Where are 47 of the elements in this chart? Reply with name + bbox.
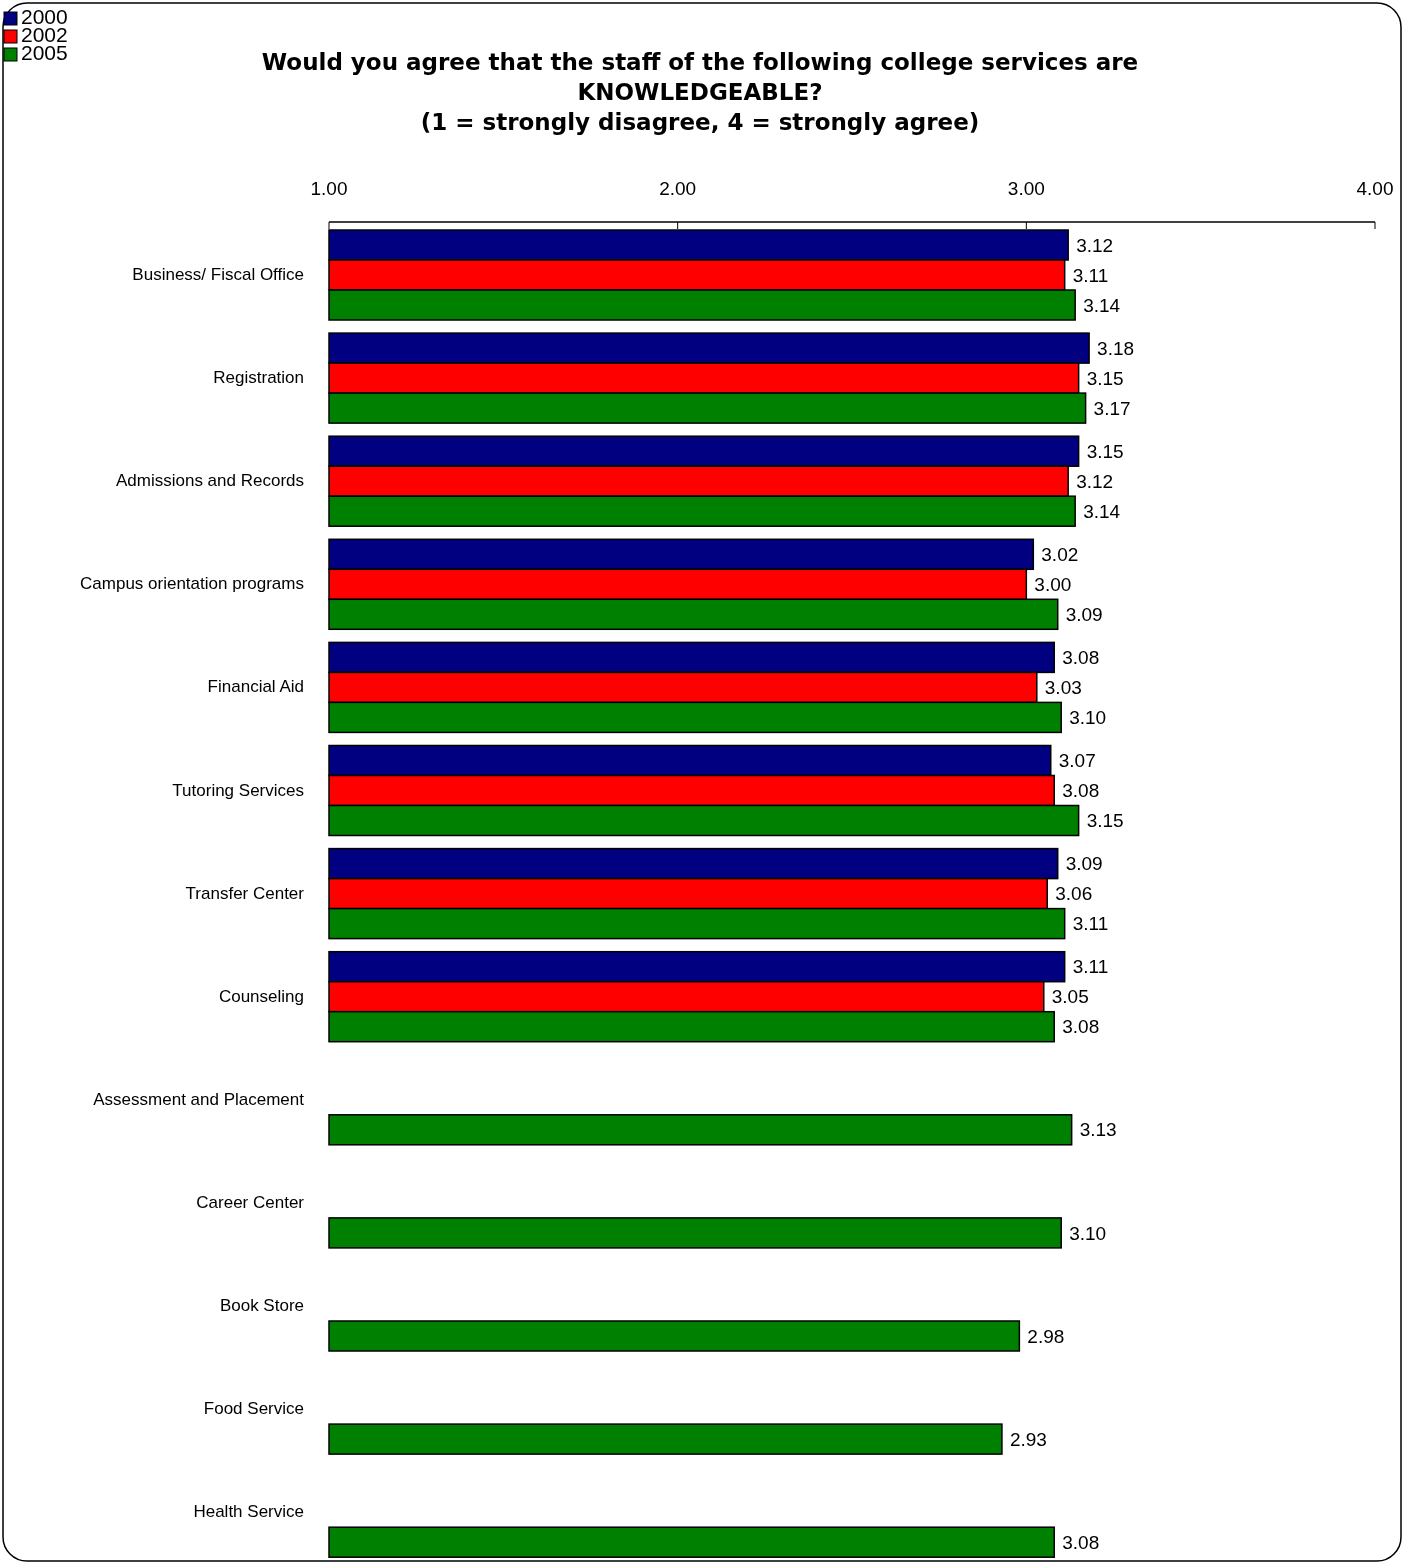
x-tick-label: 4.00 xyxy=(1356,178,1394,199)
y-tick-label: Admissions and Records xyxy=(115,471,304,491)
data-label: 3.18 xyxy=(1097,337,1135,359)
x-tick-label: 1.00 xyxy=(310,178,348,199)
data-label: 3.15 xyxy=(1086,367,1124,389)
data-label: 2.93 xyxy=(1009,1428,1047,1450)
y-tick-label: Book Store xyxy=(219,1296,304,1315)
data-label: 3.12 xyxy=(1076,470,1114,492)
y-tick-label: Assessment and Placement xyxy=(93,1089,305,1109)
x-tick-label: 2.00 xyxy=(659,178,697,199)
data-label: 3.10 xyxy=(1069,707,1107,729)
data-label: 3.06 xyxy=(1055,883,1093,905)
data-label: 3.08 xyxy=(1062,647,1100,669)
data-label: 3.11 xyxy=(1072,913,1109,935)
y-tick-label: Career Center xyxy=(196,1192,305,1212)
data-label: 3.05 xyxy=(1051,986,1089,1008)
chart-title: Would you agree that the staff of the following college services are KNOWLEDGEABLE? (1 = strongly disagree, 4 = strongly agree) xyxy=(261,49,1139,135)
data-label: 3.09 xyxy=(1065,853,1103,875)
y-tick-label: Tutoring Services xyxy=(172,780,304,800)
y-tick-label: Counseling xyxy=(218,986,304,1006)
data-label: 3.17 xyxy=(1093,397,1131,419)
data-label: 3.07 xyxy=(1058,750,1096,772)
data-label: 3.00 xyxy=(1034,573,1072,595)
y-tick-label: Financial Aid xyxy=(207,677,304,697)
data-label: 3.02 xyxy=(1041,543,1079,565)
data-label: 3.12 xyxy=(1076,234,1114,256)
data-label: 3.14 xyxy=(1083,294,1121,316)
data-label: 3.08 xyxy=(1062,780,1100,802)
data-label: 3.03 xyxy=(1044,677,1082,699)
y-tick-label: Campus orientation programs xyxy=(80,574,304,594)
y-tick-label: Registration xyxy=(213,368,304,388)
y-tick-label: Transfer Center xyxy=(185,883,305,903)
data-label: 3.11 xyxy=(1072,264,1109,286)
data-label: 3.11 xyxy=(1072,956,1109,978)
data-label: 3.15 xyxy=(1086,810,1124,832)
data-label: 3.13 xyxy=(1079,1119,1117,1141)
data-label: 3.10 xyxy=(1069,1222,1107,1244)
y-tick-label: Health Service xyxy=(193,1502,304,1522)
data-label: 3.15 xyxy=(1086,440,1124,462)
data-label: 3.08 xyxy=(1062,1016,1100,1038)
data-label: 2.98 xyxy=(1027,1325,1065,1347)
data-label: 3.14 xyxy=(1083,500,1121,522)
y-tick-label: Food Service xyxy=(203,1399,304,1419)
data-label: 3.08 xyxy=(1062,1531,1100,1553)
data-label: 3.09 xyxy=(1065,603,1103,625)
y-tick-label: Business/ Fiscal Office xyxy=(132,265,304,284)
x-tick-label: 3.00 xyxy=(1007,178,1045,199)
